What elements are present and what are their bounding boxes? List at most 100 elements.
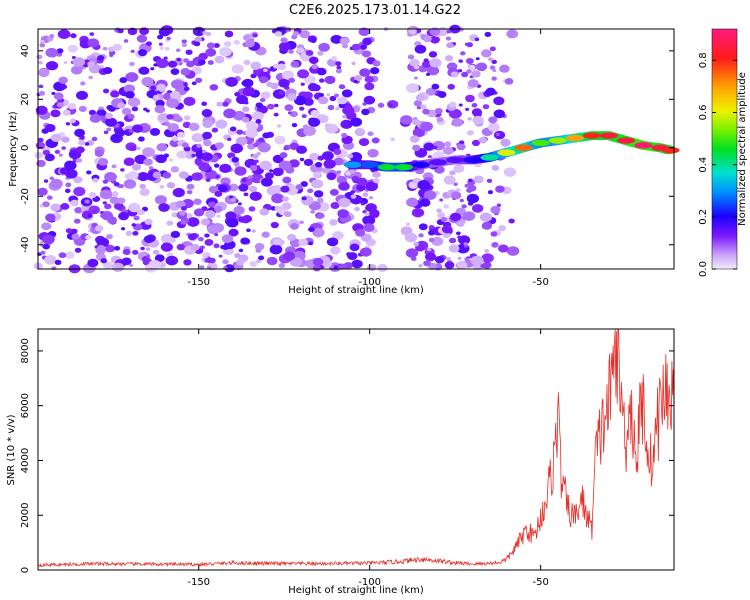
noise-speckle — [251, 111, 264, 121]
noise-speckle — [225, 77, 238, 87]
noise-speckle — [255, 119, 262, 124]
spectrogram-marks — [33, 24, 680, 274]
noise-speckle — [333, 265, 339, 269]
noise-speckle — [193, 208, 205, 217]
x-tick-label: -100 — [358, 577, 381, 588]
noise-speckle — [89, 113, 102, 123]
spectrogram-ticks: -150 -100 -50 -40 -20 0 20 40 — [20, 29, 674, 288]
noise-speckle — [98, 158, 109, 166]
noise-speckle — [127, 113, 135, 120]
noise-speckle — [418, 233, 424, 238]
noise-speckle — [274, 135, 286, 145]
noise-speckle — [364, 82, 375, 91]
noise-speckle — [451, 191, 462, 200]
noise-speckle — [110, 134, 121, 142]
noise-speckle — [318, 78, 325, 83]
noise-speckle — [436, 116, 444, 123]
noise-speckle — [243, 59, 251, 66]
noise-speckle — [336, 175, 347, 184]
noise-speckle — [131, 106, 139, 112]
noise-speckle — [330, 246, 341, 255]
noise-speckle — [459, 198, 464, 203]
noise-speckle — [340, 132, 348, 138]
noise-speckle — [409, 135, 420, 143]
noise-speckle — [428, 237, 435, 243]
noise-speckle — [326, 93, 331, 97]
noise-speckle — [221, 244, 230, 251]
noise-speckle — [405, 248, 419, 258]
noise-speckle — [214, 190, 223, 197]
noise-speckle — [183, 96, 196, 106]
noise-speckle — [258, 137, 265, 143]
noise-speckle — [351, 259, 363, 269]
noise-speckle — [37, 187, 48, 196]
noise-speckle — [61, 136, 70, 143]
noise-speckle — [58, 76, 68, 84]
noise-speckle — [221, 101, 229, 107]
noise-speckle — [94, 149, 104, 157]
noise-speckle — [472, 203, 484, 213]
noise-speckle — [102, 179, 109, 184]
noise-speckle — [186, 217, 200, 227]
spectrogram-panel: -150 -100 -50 -40 -20 0 20 40 Height of straigh… — [8, 24, 680, 296]
noise-speckle — [329, 188, 339, 196]
noise-speckle — [475, 57, 480, 61]
noise-speckle — [216, 214, 221, 218]
noise-speckle — [487, 190, 494, 195]
noise-speckle — [291, 122, 298, 128]
noise-speckle — [208, 185, 219, 194]
y-tick-label: 2000 — [20, 503, 31, 528]
noise-speckle — [230, 198, 236, 202]
y-tick-label: -20 — [20, 188, 31, 204]
noise-speckle — [473, 175, 484, 184]
noise-speckle — [204, 239, 214, 246]
noise-speckle — [338, 181, 350, 191]
noise-speckle — [123, 39, 129, 43]
noise-speckle — [138, 66, 150, 75]
noise-speckle — [74, 247, 82, 253]
spectrogram-ylabel: Frequency (Hz) — [8, 111, 19, 187]
noise-speckle — [181, 39, 187, 44]
noise-speckle — [242, 78, 254, 88]
noise-speckle — [166, 182, 175, 189]
noise-speckle — [489, 65, 496, 70]
noise-speckle — [361, 108, 370, 116]
noise-speckle — [333, 148, 342, 155]
noise-speckle — [263, 68, 268, 73]
noise-speckle — [426, 65, 440, 76]
noise-speckle — [249, 260, 258, 268]
noise-speckle — [321, 167, 330, 174]
signal-point — [411, 161, 430, 168]
noise-speckle — [100, 213, 106, 219]
noise-speckle — [150, 67, 155, 71]
noise-speckle — [116, 197, 126, 204]
noise-speckle — [85, 234, 92, 240]
noise-speckle — [321, 151, 334, 161]
noise-speckle — [158, 27, 171, 37]
noise-speckle — [141, 76, 154, 87]
noise-speckle — [248, 185, 258, 193]
noise-speckle — [446, 42, 454, 49]
noise-speckle — [104, 171, 117, 182]
noise-speckle — [441, 225, 453, 234]
noise-speckle — [337, 209, 349, 219]
noise-speckle — [218, 254, 223, 258]
noise-speckle — [125, 91, 135, 99]
noise-speckle — [335, 68, 343, 74]
noise-speckle — [431, 236, 444, 247]
noise-speckle — [50, 133, 62, 143]
noise-speckle — [462, 211, 476, 221]
noise-speckle — [63, 60, 68, 65]
noise-speckle — [183, 115, 191, 121]
noise-speckle — [444, 261, 455, 269]
noise-speckle — [205, 210, 216, 219]
noise-speckle — [423, 58, 429, 63]
noise-speckle — [466, 193, 480, 204]
noise-speckle — [87, 213, 93, 218]
noise-speckle — [199, 265, 205, 269]
noise-speckle — [64, 251, 75, 259]
noise-speckle — [35, 105, 48, 115]
noise-speckle — [364, 75, 374, 83]
noise-speckle — [318, 42, 330, 52]
